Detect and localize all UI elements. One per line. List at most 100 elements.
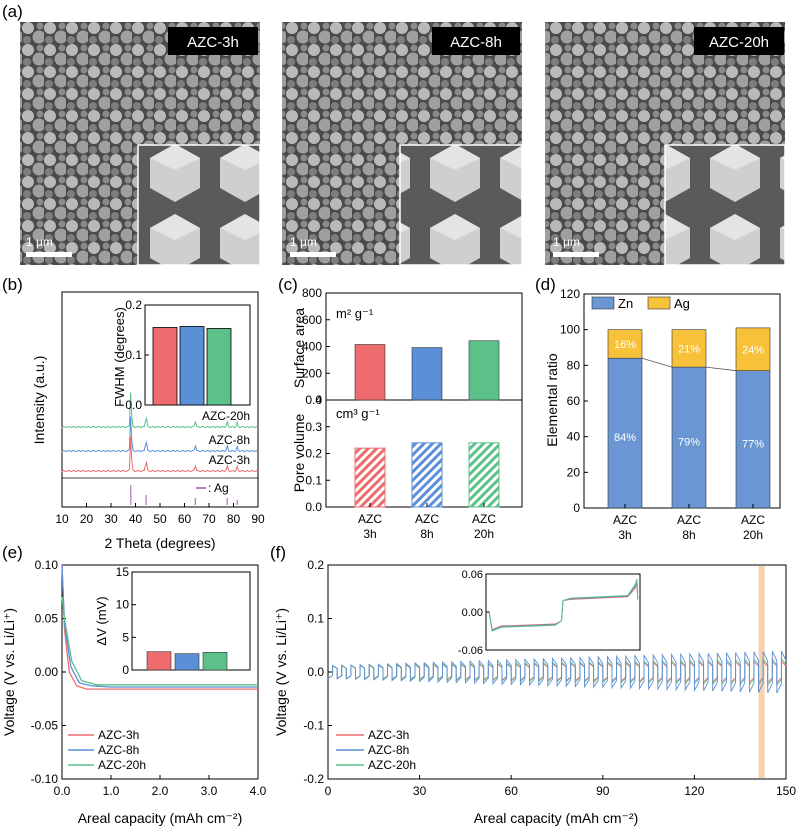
legend-label: AZC-8h [368, 743, 409, 757]
x-tick-label: 120 [684, 784, 704, 798]
x-tick-label-line1: AZC [472, 512, 496, 526]
sem-title: AZC-20h [709, 34, 769, 51]
voltage-curve-azc-8h [61, 564, 258, 688]
top-y-tick-label: 0 [315, 393, 322, 407]
ag-value-label: 21% [678, 343, 700, 355]
pore-volume-bar [411, 442, 443, 508]
ag-legend-swatch [647, 296, 671, 310]
voltage-curve-azc-20h [61, 597, 258, 686]
connector-line [705, 366, 737, 372]
x-tick-label-line2: 20h [474, 527, 494, 541]
surface-area-bar [468, 340, 500, 401]
panel-d-label: (d) [535, 275, 556, 294]
y-axis-label: Voltage (V vs. Li/Li⁺) [273, 608, 289, 736]
sem-image-azc-3h: AZC-3h 1 μm [20, 22, 261, 266]
panel-c-bet: (c) Surface area Pore volume m² g⁻¹ cm³ … [278, 275, 523, 541]
x-tick-label: 30 [104, 512, 118, 526]
x-tick-label: 60 [505, 784, 519, 798]
x-tick-label-line1: AZC [358, 512, 382, 526]
inset-y-label: ΔV (mV) [94, 596, 109, 645]
x-tick-label-line1: AZC [741, 513, 765, 527]
ag-value-label: 16% [614, 339, 636, 351]
inset-frame [485, 573, 641, 651]
zn-bar [735, 370, 771, 509]
sem-title: AZC-3h [187, 34, 239, 51]
inset-y-tick-label: -0.06 [458, 645, 483, 657]
sem-image-azc-20h: AZC-20h 1 μm [545, 22, 786, 266]
fwhm-bar [206, 328, 232, 406]
ag-legend-label: Ag [674, 296, 690, 311]
xrd-trace-azc-20h [61, 392, 259, 429]
top-y-tick-label: 600 [302, 313, 322, 327]
y-tick-label: -0.1 [303, 719, 324, 733]
zn-value-label: 77% [742, 438, 764, 450]
bottom-y-tick-label: 0.1 [305, 473, 322, 487]
scale-bar [26, 252, 72, 257]
y-tick-label: 120 [560, 287, 580, 301]
ag-bar [671, 329, 707, 368]
xrd-trace-azc-8h [61, 416, 259, 453]
bottom-y-tick-label: 0.0 [305, 500, 322, 514]
x-tick-label: 60 [178, 512, 192, 526]
panel-b-xrd: (b) Intensity (a.u.) 2 Theta (degrees) 1… [2, 275, 265, 551]
x-tick-label-line2: 8h [682, 528, 695, 542]
x-tick-label-line2: 3h [618, 528, 631, 542]
bottom-y-tick-label: 0.3 [305, 420, 322, 434]
y-axis-label: Voltage (V vs. Li/Li⁺) [1, 608, 17, 736]
scale-bar-label: 1 μm [290, 235, 317, 249]
legend-label: AZC-8h [98, 743, 139, 757]
bottom-unit: cm³ g⁻¹ [336, 406, 380, 421]
x-tick-label-line2: 3h [363, 527, 376, 541]
scale-bar [553, 252, 599, 257]
top-y-tick-label: 800 [302, 286, 322, 300]
voltage-curve-azc-3h [61, 564, 258, 690]
x-tick-label: 90 [596, 784, 610, 798]
y-axis-label: Elemental ratio [544, 353, 560, 447]
y-tick-label: 100 [560, 323, 580, 337]
y-tick-label: 0.0 [307, 665, 324, 679]
x-tick-label: 4.0 [250, 784, 267, 798]
x-axis-label: 2 Theta (degrees) [104, 535, 215, 551]
y-tick-label: -0.10 [31, 772, 59, 786]
zn-bar [607, 357, 643, 509]
legend-label: AZC-20h [98, 758, 146, 772]
y-tick-label: 0.2 [307, 558, 324, 572]
inset-y-tick-label: 10 [116, 598, 130, 612]
surface-area-bar [354, 344, 386, 401]
x-tick-label: 50 [153, 512, 167, 526]
x-tick-label-line2: 20h [743, 528, 763, 542]
top-y-tick-label: 200 [302, 366, 322, 380]
legend-label: AZC-3h [98, 728, 139, 742]
y-tick-label: 0.00 [35, 665, 59, 679]
bottom-y-label: Pore volume [291, 413, 307, 492]
x-axis-label: Areal capacity (mAh cm⁻²) [78, 810, 243, 826]
inset-y-tick-label: 15 [116, 565, 130, 579]
x-tick-label: 10 [55, 512, 69, 526]
scale-bar [290, 252, 336, 257]
scale-bar-label: 1 μm [553, 235, 580, 249]
x-tick-label: 80 [227, 512, 241, 526]
inset-y-tick-label: 0 [122, 663, 129, 677]
legend-label: AZC-20h [368, 758, 416, 772]
trace-label: AZC-8h [209, 433, 250, 447]
bottom-y-tick-label: 0.4 [305, 393, 322, 407]
y-tick-label: 0.10 [35, 558, 59, 572]
top-y-tick-label: 400 [302, 340, 322, 354]
y-tick-label: 0 [573, 501, 580, 515]
pore-volume-bar [468, 442, 500, 508]
x-tick-label-line1: AZC [677, 513, 701, 527]
inset-y-label: FWHM (degrees) [112, 307, 127, 407]
y-tick-label: 0.1 [307, 612, 324, 626]
y-tick-label: -0.05 [31, 719, 59, 733]
x-tick-label: 0.0 [54, 784, 71, 798]
x-tick-label-line2: 8h [420, 527, 433, 541]
inset-y-tick-label: 0.00 [462, 607, 483, 619]
panel-e-label: (e) [2, 543, 23, 562]
surface-area-bar [411, 347, 443, 401]
y-tick-label: -0.2 [303, 772, 324, 786]
inset-y-tick-label: 0.0 [125, 398, 142, 412]
trace-label: AZC-20h [202, 409, 250, 423]
x-tick-label: 20 [80, 512, 94, 526]
x-tick-label: 1.0 [103, 784, 120, 798]
